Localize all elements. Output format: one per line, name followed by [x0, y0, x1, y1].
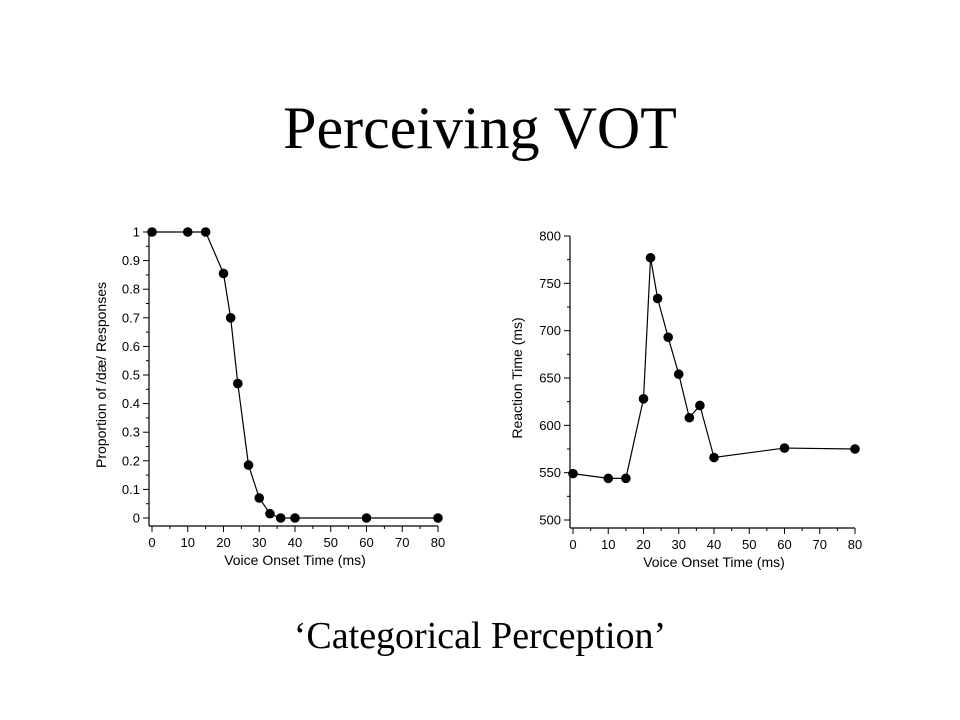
data-point	[568, 468, 578, 479]
data-point	[779, 443, 790, 453]
x-tick-label: 40	[288, 535, 302, 550]
x-tick-label: 60	[777, 537, 791, 552]
data-point	[684, 412, 695, 423]
x-tick-label: 80	[431, 535, 445, 550]
x-tick-label: 30	[252, 535, 266, 550]
data-point	[695, 400, 705, 411]
slide-caption: ‘Categorical Perception’	[293, 615, 667, 657]
y-tick-label: 0	[133, 511, 140, 526]
data-point	[603, 473, 614, 484]
x-tick-label: 10	[181, 535, 195, 550]
x-tick-label: 20	[636, 537, 650, 552]
x-axis-label: Voice Onset Time (ms)	[224, 552, 366, 568]
chart-reaction-time: 0 10 20 30 40 50 60 70 80 500 550 600 650 700 750 800 Vo…	[509, 229, 862, 571]
data-point	[254, 493, 265, 503]
data-point	[233, 378, 243, 389]
x-tick-label: 10	[601, 537, 615, 552]
x-tick-label: 30	[672, 537, 686, 552]
series-line	[572, 257, 856, 479]
y-tick-label: 650	[539, 371, 561, 386]
y-axis-label: Proportion of /dæ/ Responses	[93, 282, 109, 468]
x-tick-label: 0	[569, 537, 576, 552]
slide-title: Perceiving VOT	[283, 95, 677, 161]
y-tick-label: 0.3	[122, 425, 140, 440]
y-tick-label: 1	[133, 225, 140, 240]
y-tick-label: 0.9	[122, 253, 140, 268]
x-tick-label: 50	[742, 537, 756, 552]
data-point	[652, 293, 663, 304]
data-point	[663, 332, 673, 343]
x-tick-label: 20	[216, 535, 230, 550]
data-point	[243, 460, 254, 470]
data-point	[182, 227, 193, 237]
x-tick-label: 80	[848, 537, 862, 552]
data-point	[225, 313, 236, 323]
x-axis-label: Voice Onset Time (ms)	[643, 554, 785, 570]
y-tick-label: 750	[539, 276, 561, 291]
y-tick-label: 0.5	[122, 368, 140, 383]
x-tick-label: 40	[707, 537, 721, 552]
chart-dae-proportion: 0 10 20 30 40 50 60 70 80 0 0.1 0.2 0.3 0.4 0.5 0.6 0.7 0…	[93, 225, 445, 569]
data-point	[200, 227, 211, 237]
x-tick-label: 60	[359, 535, 373, 550]
y-tick-label: 0.4	[122, 396, 140, 411]
y-axis-label: Reaction Time (ms)	[509, 317, 525, 438]
y-tick-label: 700	[539, 323, 561, 338]
y-tick-label: 0.6	[122, 339, 140, 354]
data-point	[709, 452, 719, 463]
y-tick-label: 800	[539, 229, 561, 244]
x-tick-label: 70	[395, 535, 409, 550]
data-point	[621, 473, 631, 484]
data-point	[645, 252, 656, 263]
data-point	[673, 369, 684, 380]
data-point	[433, 513, 443, 523]
data-point	[275, 513, 286, 523]
y-tick-label: 0.7	[122, 310, 140, 325]
y-tick-label: 550	[539, 465, 561, 480]
y-tick-label: 0.8	[122, 282, 140, 297]
y-tick-label: 0.1	[122, 482, 140, 497]
x-tick-label: 50	[324, 535, 338, 550]
data-point	[850, 444, 860, 454]
data-point	[218, 268, 229, 279]
data-point	[265, 508, 275, 519]
x-tick-label: 0	[148, 535, 155, 550]
y-tick-label: 0.2	[122, 453, 140, 468]
x-tick-label: 70	[813, 537, 827, 552]
series-line	[152, 231, 438, 519]
y-tick-label: 500	[539, 513, 561, 528]
data-point	[147, 227, 157, 237]
data-point	[290, 513, 300, 523]
y-tick-label: 600	[539, 418, 561, 433]
data-point	[638, 394, 649, 404]
data-point	[361, 513, 372, 523]
